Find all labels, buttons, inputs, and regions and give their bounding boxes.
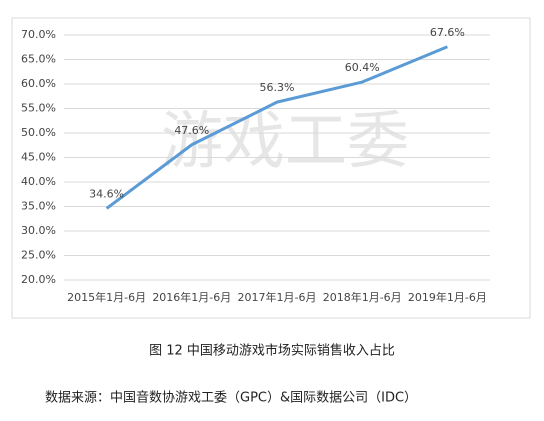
line-series: [105, 45, 448, 210]
chart-frame: [11, 17, 531, 319]
data-label: 60.4%: [345, 61, 380, 74]
x-tick-label: 2017年1月-6月: [238, 290, 317, 304]
data-label: 47.6%: [174, 124, 209, 137]
caption: 图 12 中国移动游戏市场实际销售收入占比: [149, 343, 395, 359]
x-tick-label: 2016年1月-6月: [152, 290, 231, 304]
y-tick-label: 60.0%: [21, 77, 56, 90]
y-tick-label: 55.0%: [21, 102, 56, 115]
y-tick-label: 70.0%: [21, 28, 56, 41]
y-tick-label: 25.0%: [21, 249, 56, 262]
y-tick-label: 20.0%: [21, 273, 56, 286]
data-label: 67.6%: [430, 26, 465, 39]
source: 数据来源：中国音数协游戏工委（GPC）&国际数据公司（IDC）: [45, 390, 417, 406]
y-tick-label: 35.0%: [21, 200, 56, 213]
data-label: 56.3%: [260, 81, 295, 94]
data-label: 34.6%: [89, 187, 124, 200]
y-tick-label: 40.0%: [21, 175, 56, 188]
y-tick-label: 65.0%: [21, 53, 56, 66]
x-tick-label: 2018年1月-6月: [323, 290, 402, 304]
y-tick-label: 45.0%: [21, 151, 56, 164]
y-tick-label: 30.0%: [21, 224, 56, 237]
y-tick-label: 50.0%: [21, 126, 56, 139]
x-tick-label: 2015年1月-6月: [67, 290, 146, 304]
x-tick-label: 2019年1月-6月: [408, 290, 487, 304]
